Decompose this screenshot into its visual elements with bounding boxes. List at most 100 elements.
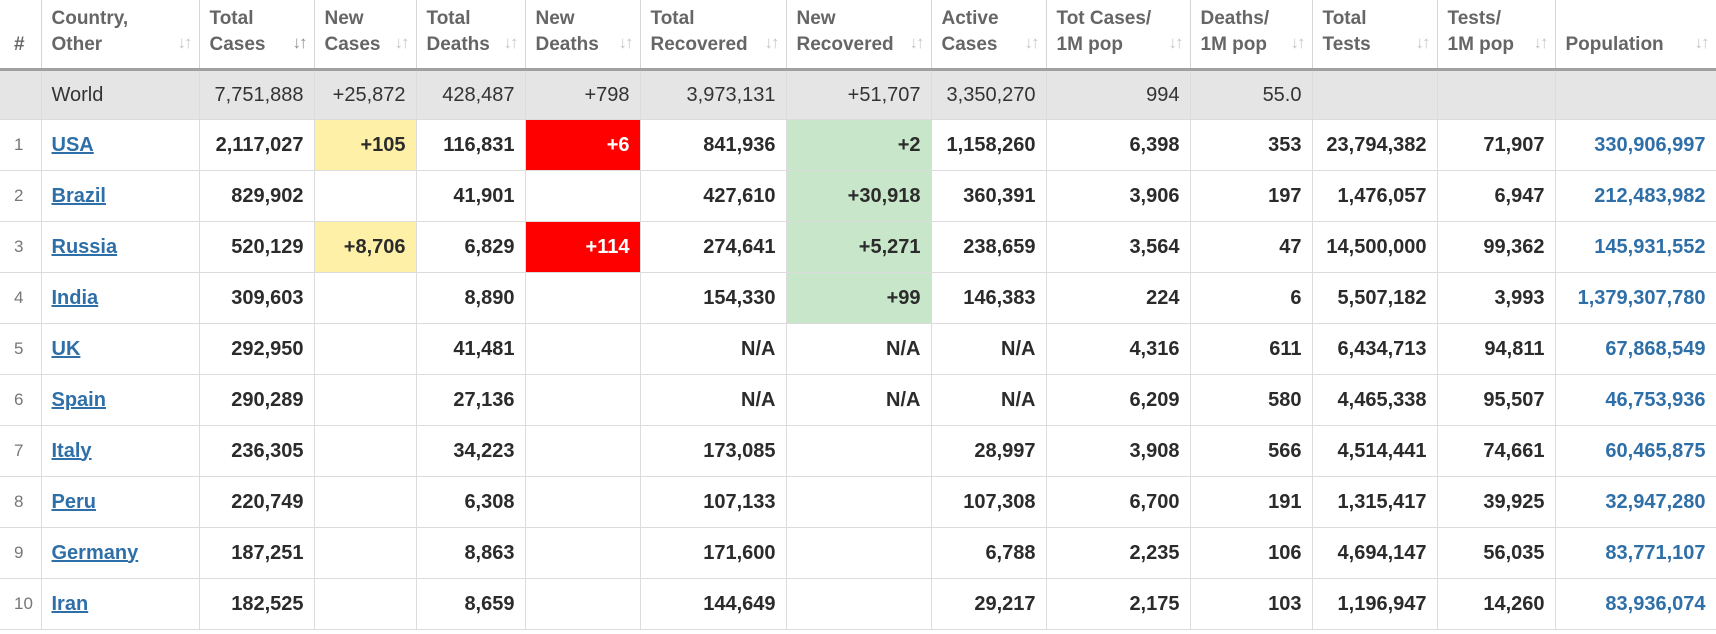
deaths-per-1m-cell: 6 (1190, 272, 1313, 324)
new-cases-cell (314, 527, 417, 579)
total-cases-cell: 182,525 (199, 578, 315, 630)
column-header-total-deaths[interactable]: Total Deaths ↓↑ (416, 0, 526, 71)
cases-per-1m-cell: 3,564 (1046, 221, 1191, 273)
sort-arrows-icon[interactable]: ↓↑ (1415, 33, 1431, 52)
table-row: 3 Russia 520,129 +8,706 6,829 +114 274,641 +5,2… (0, 221, 1716, 273)
row-rank: 7 (0, 425, 42, 477)
sort-arrows-icon[interactable]: ↓↑ (618, 33, 634, 52)
cases-per-1m-cell: 2,175 (1046, 578, 1191, 630)
total-deaths-cell: 8,659 (416, 578, 526, 630)
column-header-line1: Active (941, 8, 999, 29)
column-header-cases-per-1m[interactable]: Tot Cases/1M pop ↓↑ (1046, 0, 1191, 71)
country-link[interactable]: Germany (51, 541, 139, 564)
column-header-line1: Tot Cases/ (1056, 8, 1152, 29)
row-rank: 8 (0, 476, 42, 528)
total-cases-cell: 2,117,027 (199, 119, 315, 171)
total-cases-cell: 292,950 (199, 323, 315, 375)
new-deaths-cell (525, 323, 641, 375)
population-cell: 330,906,997 (1555, 119, 1716, 171)
total-cases-cell: 236,305 (199, 425, 315, 477)
column-header-line1: Country, (51, 8, 129, 29)
new-cases-cell (314, 170, 417, 222)
total-cases-cell: 290,289 (199, 374, 315, 426)
total-recovered-cell: 107,133 (640, 476, 787, 528)
sort-desc-icon[interactable]: ↓↑ (292, 33, 308, 52)
column-header-line1: Deaths/ (1200, 8, 1270, 29)
total-recovered-cell: 173,085 (640, 425, 787, 477)
column-header-country[interactable]: Country, Other ↓↑ (41, 0, 200, 71)
column-header-deaths-per-1m[interactable]: Deaths/1M pop ↓↑ (1190, 0, 1313, 71)
column-header-total-recovered[interactable]: Total Recovered ↓↑ (640, 0, 787, 71)
country-link[interactable]: UK (51, 337, 81, 360)
country-link[interactable]: India (51, 286, 99, 309)
sort-arrows-icon[interactable]: ↓↑ (177, 33, 193, 52)
cases-per-1m-cell: 224 (1046, 272, 1191, 324)
sort-arrows-icon[interactable]: ↓↑ (764, 33, 780, 52)
sort-arrows-icon[interactable]: ↓↑ (1168, 33, 1184, 52)
table-row: 2 Brazil 829,902 41,901 427,610 +30,918 360,39… (0, 170, 1716, 222)
country-cell: Germany (41, 527, 200, 579)
total-recovered-cell: 427,610 (640, 170, 787, 222)
new-deaths-cell (525, 170, 641, 222)
country-link[interactable]: Peru (51, 490, 96, 513)
world-active-cases: 3,350,270 (931, 69, 1047, 120)
total-recovered-cell: 841,936 (640, 119, 787, 171)
sort-arrows-icon[interactable]: ↓↑ (909, 33, 925, 52)
row-rank: 2 (0, 170, 42, 222)
column-header-line1: New (796, 8, 836, 29)
sort-arrows-icon[interactable]: ↓↑ (1694, 33, 1710, 52)
new-deaths-cell (525, 272, 641, 324)
column-header-line2: Cases (324, 34, 381, 55)
column-header-line1: Total (426, 8, 471, 29)
column-header-line2: Other (51, 34, 103, 55)
total-tests-cell: 5,507,182 (1312, 272, 1438, 324)
sort-arrows-icon[interactable]: ↓↑ (1290, 33, 1306, 52)
sort-arrows-icon[interactable]: ↓↑ (394, 33, 410, 52)
country-cell: Iran (41, 578, 200, 630)
column-header-new-cases[interactable]: New Cases ↓↑ (314, 0, 417, 71)
total-tests-cell: 4,514,441 (1312, 425, 1438, 477)
column-header-total-tests[interactable]: Total Tests ↓↑ (1312, 0, 1438, 71)
deaths-per-1m-cell: 611 (1190, 323, 1313, 375)
new-deaths-cell (525, 374, 641, 426)
table-row: 6 Spain 290,289 27,136 N/A N/A N/A 6,209 580 4,46… (0, 374, 1716, 426)
total-deaths-cell: 6,829 (416, 221, 526, 273)
country-link[interactable]: USA (51, 133, 94, 156)
tests-per-1m-cell: 94,811 (1437, 323, 1556, 375)
country-link[interactable]: Italy (51, 439, 92, 462)
column-header-line2: Population (1565, 34, 1664, 55)
country-link[interactable]: Russia (51, 235, 118, 258)
sort-arrows-icon[interactable]: ↓↑ (1024, 33, 1040, 52)
column-header-new-recovered[interactable]: New Recovered ↓↑ (786, 0, 932, 71)
population-cell: 32,947,280 (1555, 476, 1716, 528)
population-cell: 83,771,107 (1555, 527, 1716, 579)
total-tests-cell: 14,500,000 (1312, 221, 1438, 273)
total-cases-cell: 220,749 (199, 476, 315, 528)
country-link[interactable]: Brazil (51, 184, 106, 207)
sort-arrows-icon[interactable]: ↓↑ (1533, 33, 1549, 52)
column-header-population[interactable]: Population ↓↑ (1555, 0, 1716, 71)
new-recovered-cell (786, 425, 932, 477)
column-header-line2: Recovered (796, 34, 894, 55)
sort-arrows-icon[interactable]: ↓↑ (503, 33, 519, 52)
column-header-line2: Deaths (426, 34, 490, 55)
world-cases-per-m: 994 (1046, 69, 1191, 120)
country-link[interactable]: Iran (51, 592, 89, 615)
new-cases-cell (314, 374, 417, 426)
world-total-tests (1312, 69, 1438, 120)
column-header-tests-per-1m[interactable]: Tests/1M pop ↓↑ (1437, 0, 1556, 71)
cases-per-1m-cell: 2,235 (1046, 527, 1191, 579)
column-header-total-cases[interactable]: Total Cases ↓↑ (199, 0, 315, 71)
row-rank: 6 (0, 374, 42, 426)
new-recovered-cell: +30,918 (786, 170, 932, 222)
population-cell: 83,936,074 (1555, 578, 1716, 630)
tests-per-1m-cell: 56,035 (1437, 527, 1556, 579)
new-cases-cell: +105 (314, 119, 417, 171)
world-total-recovered: 3,973,131 (640, 69, 787, 120)
column-header-active-cases[interactable]: Active Cases ↓↑ (931, 0, 1047, 71)
column-header-new-deaths[interactable]: New Deaths ↓↑ (525, 0, 641, 71)
active-cases-cell: 238,659 (931, 221, 1047, 273)
tests-per-1m-cell: 3,993 (1437, 272, 1556, 324)
country-link[interactable]: Spain (51, 388, 106, 411)
